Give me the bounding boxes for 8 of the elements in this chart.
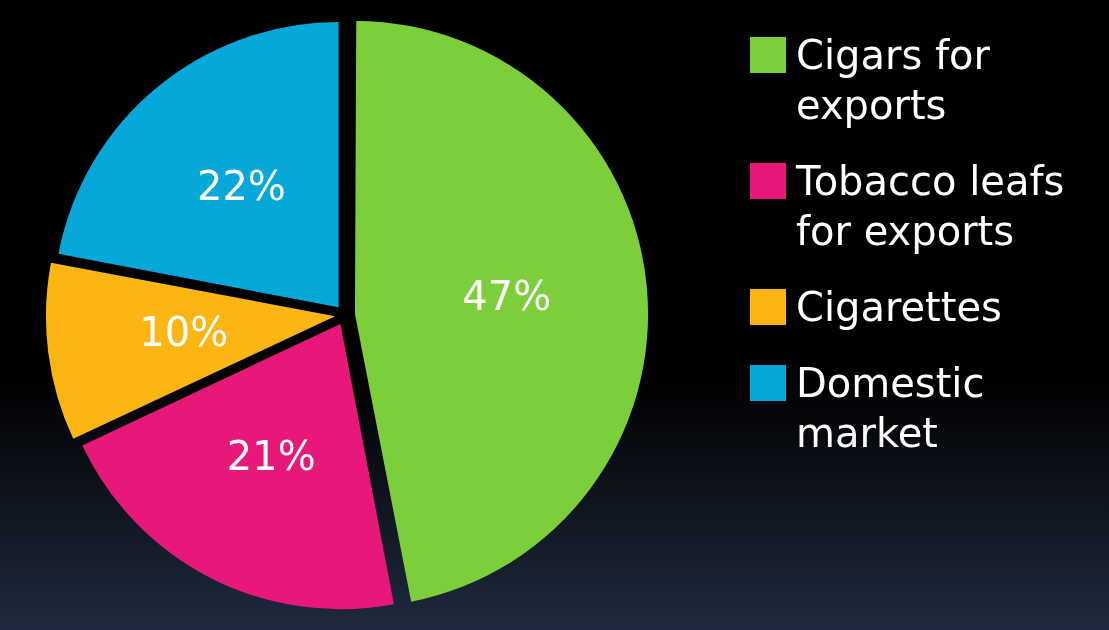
legend-label: Cigars for exports	[796, 31, 991, 130]
data-label: 21%	[226, 433, 316, 480]
legend-label: Tobacco leafs for exports	[796, 157, 1066, 256]
data-label: 22%	[196, 163, 286, 210]
legend-label: Cigarettes	[796, 283, 1002, 332]
data-label: 10%	[139, 308, 229, 355]
legend-label: Domestic market	[796, 359, 986, 458]
data-label: 47%	[462, 273, 552, 320]
